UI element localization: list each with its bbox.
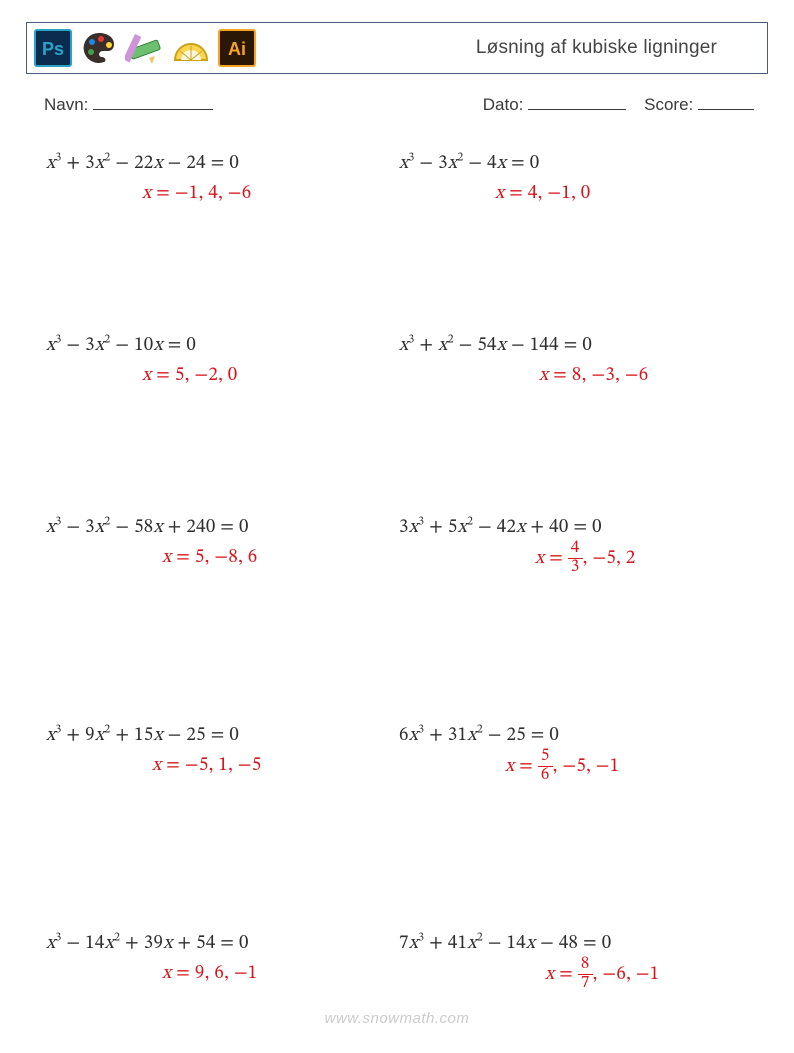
name-label: Navn: — [44, 94, 213, 115]
ruler-pencil-icon — [125, 28, 165, 68]
date-underline — [528, 94, 626, 110]
problem-grid: x3 + 3x2 − 22x − 24 = 0 x = −1, 4, −6 x3 −… — [46, 134, 752, 1026]
answer: x = 5, −2, 0 — [142, 364, 238, 388]
equation: 7x3 + 41x2 − 14x − 48 = 0 — [399, 932, 752, 956]
equation: x3 − 3x2 − 4x = 0 — [399, 152, 752, 176]
answer: x = 56, −5, −1 — [505, 748, 619, 785]
watermark: www.snowmath.com — [0, 1010, 794, 1027]
answer: x = 5, −8, 6 — [162, 546, 258, 570]
name-label-text: Navn: — [44, 95, 88, 114]
score-label-text: Score: — [644, 95, 693, 114]
score-underline — [698, 94, 754, 110]
equation: x3 − 3x2 − 10x = 0 — [46, 334, 399, 358]
equation: x3 − 14x2 + 39x + 54 = 0 — [46, 932, 399, 956]
meta-line: Navn: Dato: Score: — [44, 94, 754, 115]
svg-text:Ps: Ps — [42, 39, 64, 59]
problem-cell: x3 + x2 − 54x − 144 = 0 x = 8, −3, −6 — [399, 316, 752, 414]
ai-icon: Ai — [217, 28, 257, 68]
equation: x3 + 9x2 + 15x − 25 = 0 — [46, 724, 399, 748]
svg-text:Ai: Ai — [228, 39, 246, 59]
equation: 3x3 + 5x2 − 42x + 40 = 0 — [399, 516, 752, 540]
header-frame: Ps Ai Løsning af kubiske ligninger — [26, 22, 768, 74]
answer: x = −1, 4, −6 — [142, 182, 251, 206]
problem-cell: x3 − 3x2 − 58x + 240 = 0 x = 5, −8, 6 — [46, 498, 399, 610]
equation: x3 + 3x2 − 22x − 24 = 0 — [46, 152, 399, 176]
worksheet-title: Løsning af kubiske ligninger — [476, 37, 717, 59]
palette-icon — [79, 28, 119, 68]
answer: x = 43, −5, 2 — [535, 540, 636, 577]
answer: x = 8, −3, −6 — [539, 364, 648, 388]
equation: x3 + x2 − 54x − 144 = 0 — [399, 334, 752, 358]
problem-cell: x3 + 3x2 − 22x − 24 = 0 x = −1, 4, −6 — [46, 134, 399, 232]
protractor-icon — [171, 28, 211, 68]
ps-icon: Ps — [33, 28, 73, 68]
problem-cell: x3 − 3x2 − 4x = 0 x = 4, −1, 0 — [399, 134, 752, 232]
equation: x3 − 3x2 − 58x + 240 = 0 — [46, 516, 399, 540]
answer: x = 9, 6, −1 — [162, 962, 258, 986]
date-label: Dato: — [483, 94, 626, 115]
problem-cell: x3 + 9x2 + 15x − 25 = 0 x = −5, 1, −5 — [46, 706, 399, 818]
problem-cell: 6x3 + 31x2 − 25 = 0x = 56, −5, −1 — [399, 706, 752, 818]
score-label: Score: — [644, 94, 754, 115]
equation: 6x3 + 31x2 − 25 = 0 — [399, 724, 752, 748]
problem-cell: x3 − 3x2 − 10x = 0 x = 5, −2, 0 — [46, 316, 399, 414]
name-underline — [93, 94, 213, 110]
problem-cell: 3x3 + 5x2 − 42x + 40 = 0x = 43, −5, 2 — [399, 498, 752, 610]
answer: x = 4, −1, 0 — [495, 182, 591, 206]
header-icons: Ps Ai — [33, 28, 257, 68]
answer: x = −5, 1, −5 — [152, 754, 261, 778]
date-label-text: Dato: — [483, 95, 524, 114]
answer: x = 87, −6, −1 — [545, 956, 659, 993]
